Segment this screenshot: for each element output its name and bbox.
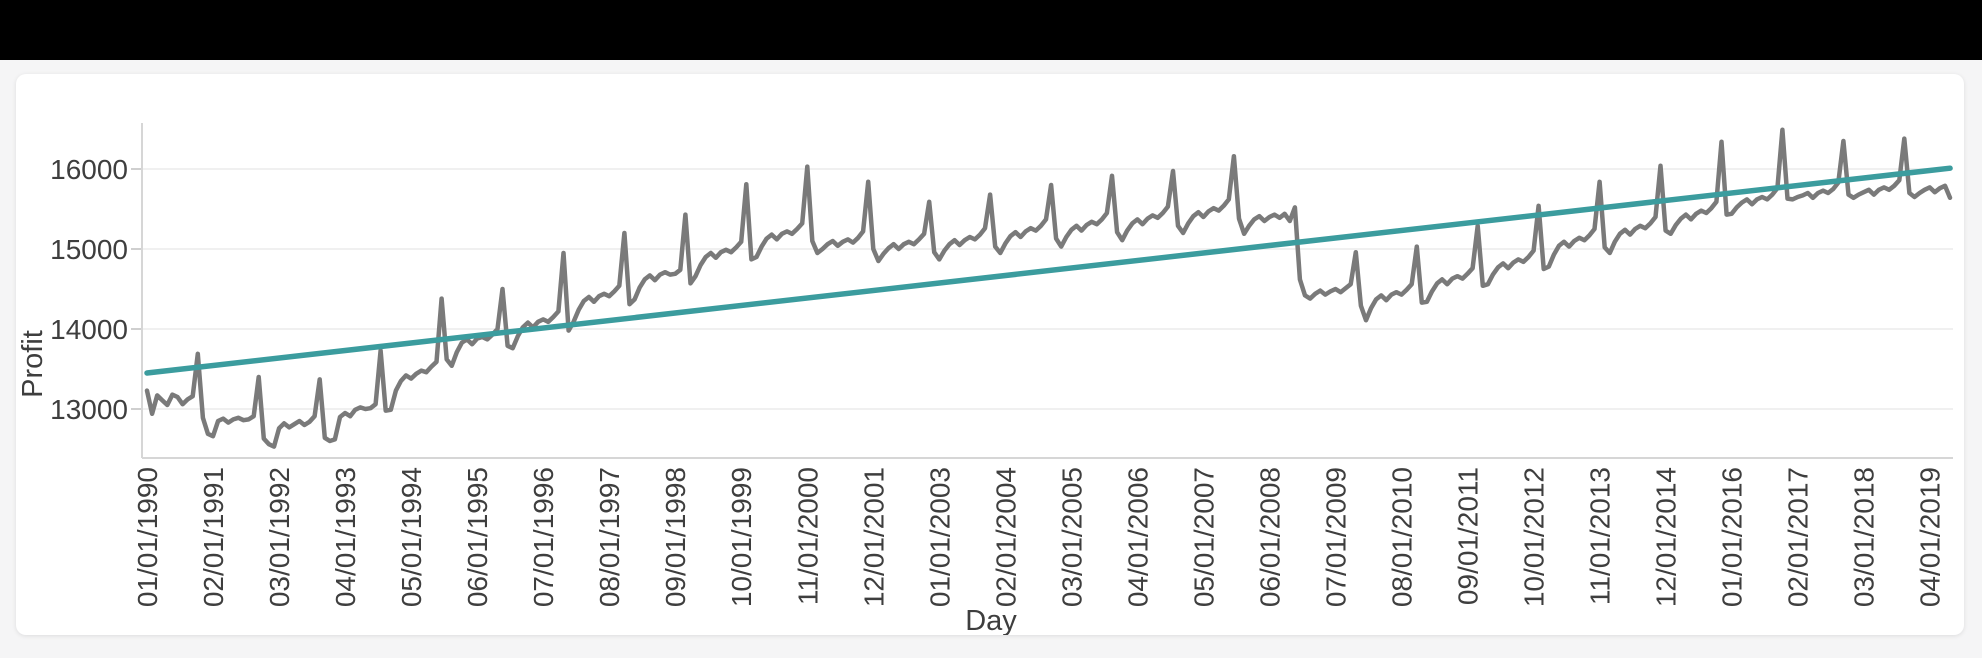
x-tick-label: 03/01/1992 bbox=[264, 467, 295, 607]
y-axis-title: Profit bbox=[17, 330, 49, 398]
x-axis-title: Day bbox=[965, 605, 1017, 635]
chart-card: 13000 14000 15000 16000 01/01/1990 02/01/1991… bbox=[16, 74, 1964, 637]
axis-layer bbox=[131, 123, 1953, 459]
trend-line bbox=[144, 165, 1953, 376]
x-tick-label: 12/01/2001 bbox=[858, 467, 889, 607]
y-tick-label: 15000 bbox=[50, 234, 128, 265]
x-tick-label: 09/01/1998 bbox=[660, 467, 691, 607]
x-tick-label: 09/01/2011 bbox=[1453, 467, 1484, 605]
x-tick-label: 06/01/1995 bbox=[462, 467, 493, 607]
profit-series-line bbox=[144, 127, 1953, 449]
x-tick-label: 08/01/2010 bbox=[1387, 467, 1418, 607]
x-tick-label: 10/01/2012 bbox=[1519, 467, 1550, 607]
x-tick-label: 06/01/2008 bbox=[1254, 467, 1285, 607]
x-tick-label: 05/01/1994 bbox=[396, 467, 427, 607]
x-tick-label: 03/01/2018 bbox=[1849, 467, 1880, 607]
x-tick-label: 03/01/2005 bbox=[1056, 467, 1087, 607]
x-tick-label: 11/01/2000 bbox=[792, 467, 823, 605]
x-tick-label: 04/01/1993 bbox=[330, 467, 361, 607]
x-tick-label: 04/01/2006 bbox=[1122, 467, 1153, 607]
x-tick-label: 01/01/2003 bbox=[924, 467, 955, 607]
x-tick-label: 02/01/2004 bbox=[990, 467, 1021, 607]
profit-chart-svg: 13000 14000 15000 16000 01/01/1990 02/01/1991… bbox=[17, 123, 1953, 637]
x-tick-label: 02/01/2017 bbox=[1783, 467, 1814, 607]
x-tick-label: 05/01/2007 bbox=[1188, 467, 1219, 607]
x-tick-label: 01/01/1990 bbox=[132, 467, 163, 607]
x-tick-label: 07/01/1996 bbox=[528, 467, 559, 607]
top-black-bar bbox=[0, 0, 1982, 60]
x-tick-label: 11/01/2013 bbox=[1585, 467, 1616, 605]
x-tick-label: 12/01/2014 bbox=[1651, 467, 1682, 607]
series-layer bbox=[144, 127, 1953, 449]
label-layer: 13000 14000 15000 16000 01/01/1990 02/01/1991… bbox=[50, 154, 1946, 607]
x-tick-label: 02/01/1991 bbox=[198, 467, 229, 607]
x-tick-label: 07/01/2009 bbox=[1320, 467, 1351, 607]
y-tick-label: 16000 bbox=[50, 154, 128, 185]
y-tick-label: 14000 bbox=[50, 314, 128, 345]
x-tick-label: 01/01/2016 bbox=[1717, 467, 1748, 607]
x-tick-label: 08/01/1997 bbox=[594, 467, 625, 607]
x-tick-label: 10/01/1999 bbox=[726, 467, 757, 607]
y-tick-label: 13000 bbox=[50, 394, 128, 425]
x-tick-label: 04/01/2019 bbox=[1915, 467, 1946, 607]
